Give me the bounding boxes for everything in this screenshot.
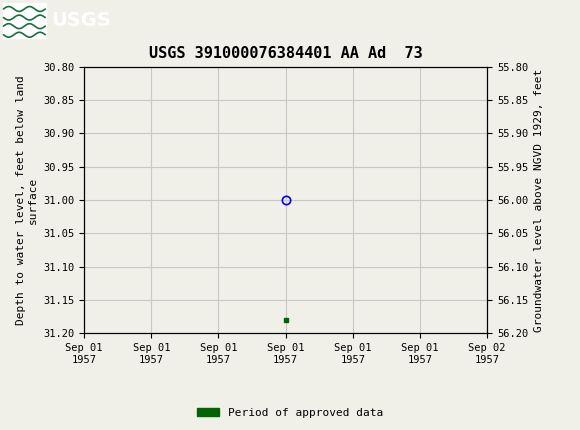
Y-axis label: Depth to water level, feet below land
surface: Depth to water level, feet below land su… [16, 75, 38, 325]
Legend: Period of approved data: Period of approved data [193, 403, 387, 422]
Title: USGS 391000076384401 AA Ad  73: USGS 391000076384401 AA Ad 73 [149, 46, 422, 61]
FancyBboxPatch shape [3, 3, 46, 37]
Y-axis label: Groundwater level above NGVD 1929, feet: Groundwater level above NGVD 1929, feet [534, 68, 543, 332]
Text: USGS: USGS [51, 11, 111, 30]
